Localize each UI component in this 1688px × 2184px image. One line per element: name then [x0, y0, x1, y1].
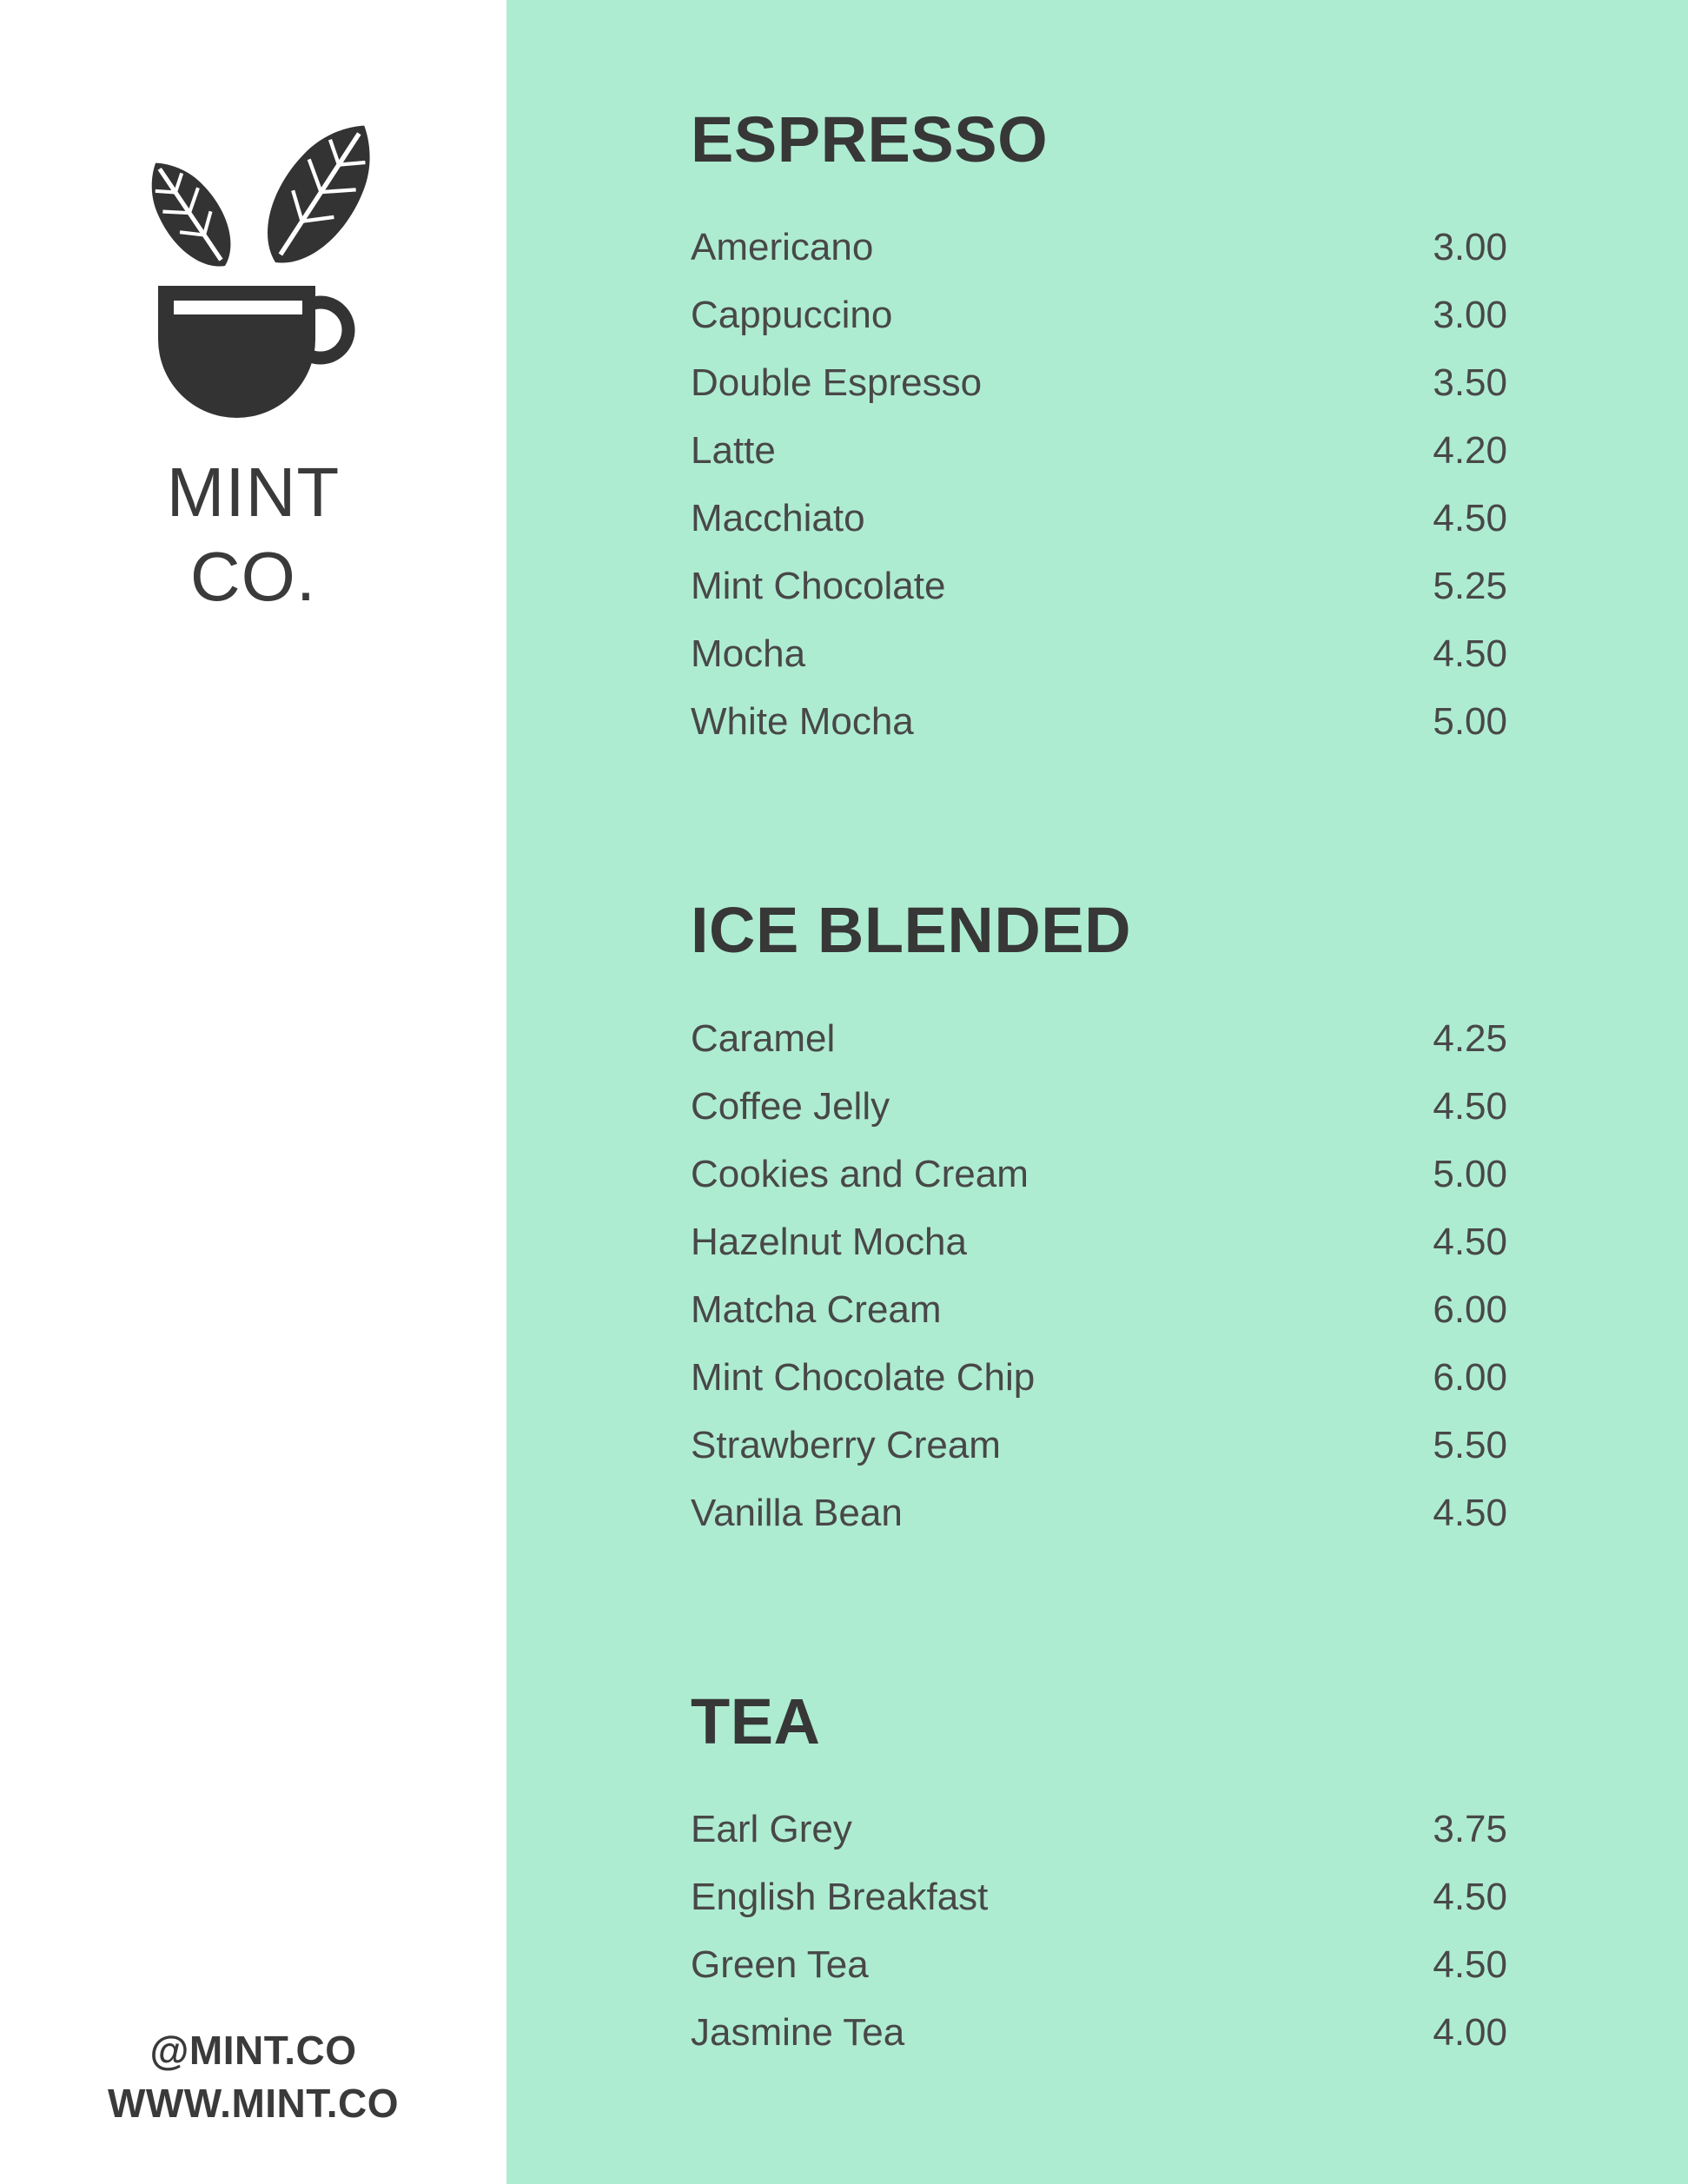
item-price: 4.25: [1433, 1016, 1507, 1060]
item-name: White Mocha: [691, 700, 914, 744]
menu-item-row: Green Tea 4.50: [691, 1931, 1507, 1999]
menu-item-row: Coffee Jelly 4.50: [691, 1073, 1507, 1141]
item-price: 3.75: [1433, 1808, 1507, 1851]
menu-panel: ESPRESSO Americano 3.00 Cappuccino 3.00 Doubl…: [506, 0, 1688, 2184]
menu-item-row: Jasmine Tea 4.00: [691, 1999, 1507, 2067]
item-price: 5.00: [1433, 700, 1507, 744]
menu-item-row: Mocha 4.50: [691, 620, 1507, 688]
item-price: 3.00: [1433, 226, 1507, 269]
menu-sections: ESPRESSO Americano 3.00 Cappuccino 3.00 Doubl…: [506, 0, 1507, 2067]
menu-item-row: Cappuccino 3.00: [691, 281, 1507, 349]
menu-item-row: Mint Chocolate 5.25: [691, 553, 1507, 620]
menu-item-row: Caramel 4.25: [691, 1005, 1507, 1073]
item-price: 4.50: [1433, 1876, 1507, 1919]
menu-section: ICE BLENDED Caramel 4.25 Coffee Jelly 4.50 Co…: [691, 895, 1507, 1546]
brand-logo: [145, 80, 369, 420]
item-name: Latte: [691, 429, 776, 473]
menu-item-row: Latte 4.20: [691, 417, 1507, 485]
item-price: 5.50: [1433, 1423, 1507, 1466]
leaf-cup-logo-icon: [151, 125, 369, 418]
item-price: 4.20: [1433, 429, 1507, 473]
item-price: 4.00: [1433, 2011, 1507, 2055]
item-price: 3.50: [1433, 361, 1507, 405]
item-price: 4.50: [1433, 497, 1507, 540]
item-name: English Breakfast: [691, 1876, 989, 1919]
brand-name: MINT CO.: [0, 450, 506, 619]
menu-item-row: Double Espresso 3.50: [691, 349, 1507, 417]
menu-item-row: English Breakfast 4.50: [691, 1863, 1507, 1931]
item-name: Mint Chocolate: [691, 565, 946, 608]
item-price: 4.50: [1433, 632, 1507, 676]
menu-item-row: Matcha Cream 6.00: [691, 1276, 1507, 1344]
item-price: 6.00: [1433, 1287, 1507, 1331]
brand-line-2: CO.: [189, 538, 317, 615]
website-url: WWW.MINT.CO: [107, 2081, 400, 2126]
item-price: 4.50: [1433, 1943, 1507, 1987]
menu-item-row: Macchiato 4.50: [691, 485, 1507, 553]
item-price: 3.00: [1433, 294, 1507, 337]
item-price: 5.00: [1433, 1152, 1507, 1195]
item-price: 4.50: [1433, 1491, 1507, 1534]
sidebar-footer: @MINT.CO WWW.MINT.CO: [0, 2024, 506, 2130]
item-name: Americano: [691, 226, 874, 269]
item-name: Vanilla Bean: [691, 1491, 903, 1534]
social-handle: @MINT.CO: [149, 2028, 357, 2073]
item-price: 4.50: [1433, 1220, 1507, 1263]
item-name: Jasmine Tea: [691, 2011, 905, 2055]
item-name: Hazelnut Mocha: [691, 1220, 967, 1263]
section-title: TEA: [691, 1684, 821, 1757]
item-name: Green Tea: [691, 1943, 869, 1987]
item-name: Double Espresso: [691, 361, 983, 405]
menu-item-row: Americano 3.00: [691, 214, 1507, 281]
item-price: 5.25: [1433, 565, 1507, 608]
menu-item-row: Strawberry Cream 5.50: [691, 1412, 1507, 1479]
item-price: 4.50: [1433, 1084, 1507, 1128]
item-name: Cappuccino: [691, 294, 893, 337]
menu-section: TEA Earl Grey 3.75 English Breakfast 4.50 Gre…: [691, 1684, 1507, 2067]
item-name: Earl Grey: [691, 1808, 852, 1851]
menu-item-row: Hazelnut Mocha 4.50: [691, 1208, 1507, 1276]
menu-item-row: Earl Grey 3.75: [691, 1796, 1507, 1863]
menu-section: ESPRESSO Americano 3.00 Cappuccino 3.00 Doubl…: [691, 104, 1507, 756]
menu-item-row: Mint Chocolate Chip 6.00: [691, 1344, 1507, 1412]
menu-item-row: White Mocha 5.00: [691, 688, 1507, 756]
menu-item-row: Cookies and Cream 5.00: [691, 1141, 1507, 1208]
item-name: Macchiato: [691, 497, 865, 540]
brand-line-1: MINT: [166, 453, 341, 531]
item-name: Strawberry Cream: [691, 1423, 1001, 1466]
item-name: Matcha Cream: [691, 1287, 942, 1331]
item-name: Mocha: [691, 632, 806, 676]
section-title: ICE BLENDED: [691, 894, 1132, 967]
sidebar: MINT CO. @MINT.CO WWW.MINT.CO: [0, 0, 506, 2184]
item-price: 6.00: [1433, 1355, 1507, 1399]
section-title: ESPRESSO: [691, 103, 1049, 175]
item-name: Coffee Jelly: [691, 1084, 890, 1128]
item-name: Caramel: [691, 1016, 836, 1060]
item-name: Mint Chocolate Chip: [691, 1355, 1036, 1399]
menu-item-row: Vanilla Bean 4.50: [691, 1479, 1507, 1547]
item-name: Cookies and Cream: [691, 1152, 1029, 1195]
